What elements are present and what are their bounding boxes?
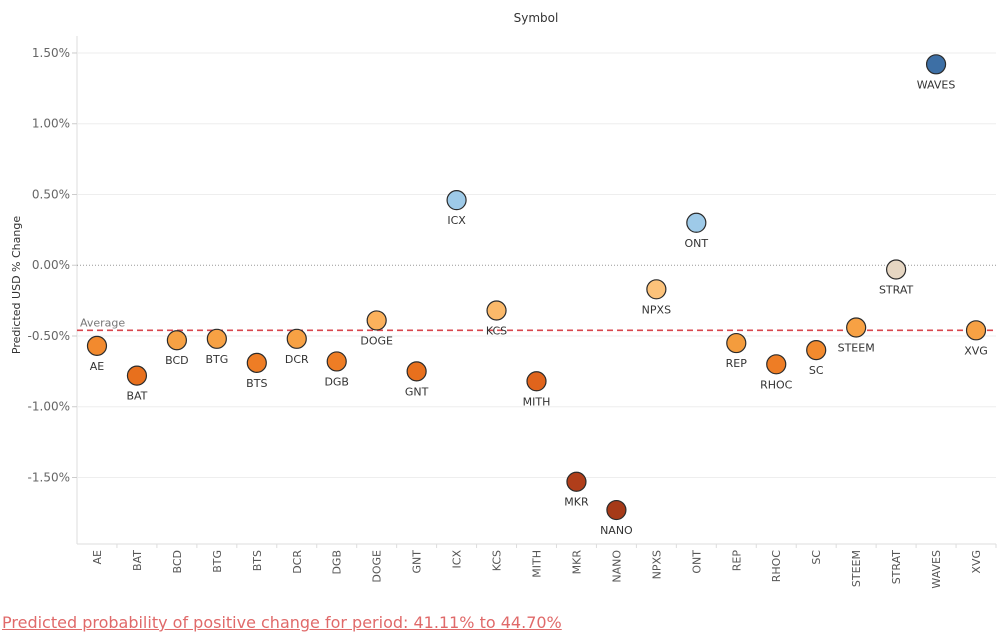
data-point[interactable] — [686, 212, 707, 233]
chart-title: Symbol — [514, 11, 559, 25]
x-tick-label: DGB — [331, 550, 344, 575]
data-point-label: NANO — [600, 524, 633, 537]
data-point-label: BCD — [165, 354, 189, 367]
data-point[interactable] — [526, 371, 547, 392]
data-point-label: BAT — [126, 390, 147, 403]
data-point-label: MITH — [523, 395, 551, 408]
data-point-label: NPXS — [642, 303, 671, 316]
data-point[interactable] — [646, 279, 667, 300]
x-tick-label: GNT — [411, 550, 424, 574]
data-point[interactable] — [766, 354, 787, 375]
x-tick-label: RHOC — [770, 550, 783, 583]
y-tick-label: -0.50% — [28, 329, 70, 343]
data-point-label: BTG — [205, 353, 228, 366]
data-point-label: KCS — [486, 325, 507, 338]
x-tick-label: BTG — [211, 550, 224, 573]
data-point[interactable] — [126, 365, 148, 386]
x-tick-label: REP — [730, 550, 743, 572]
x-tick-label: DOGE — [371, 550, 384, 583]
x-tick-label: BTS — [251, 550, 264, 571]
x-tick-label: STRAT — [890, 550, 903, 585]
data-point[interactable] — [166, 330, 187, 351]
data-point[interactable] — [965, 320, 987, 341]
x-tick-label: WAVES — [930, 550, 943, 589]
data-point[interactable] — [486, 300, 507, 321]
gridlines — [76, 36, 996, 545]
data-point[interactable] — [606, 499, 627, 521]
data-point[interactable] — [246, 352, 267, 373]
data-point-label: REP — [726, 357, 748, 370]
data-point-label: ICX — [447, 214, 466, 227]
x-tick-label: DCR — [291, 550, 304, 574]
data-point-label: STEEM — [838, 341, 875, 354]
x-tick-label: STEEM — [850, 550, 863, 587]
x-tick-label: BAT — [131, 550, 144, 571]
data-point-label: ONT — [685, 237, 709, 250]
data-point-label: SC — [809, 364, 824, 377]
x-tick-label: NPXS — [650, 550, 663, 579]
data-point[interactable] — [806, 340, 827, 361]
x-tick-label: NANO — [610, 550, 623, 583]
data-point[interactable] — [886, 259, 907, 280]
data-point-label: WAVES — [917, 78, 956, 91]
x-tick-label: MKR — [570, 550, 583, 575]
data-point-label: BTS — [246, 377, 267, 390]
data-point[interactable] — [406, 361, 427, 382]
data-point[interactable] — [86, 335, 108, 356]
x-tick-label: ONT — [690, 550, 703, 574]
data-point[interactable] — [286, 328, 307, 349]
data-point[interactable] — [726, 332, 747, 354]
x-axis-ticks: AE BAT BCD BTG BTS DCR DGB DOGE GNT ICX KCS MITH MKR… — [91, 544, 997, 589]
data-point-label: RHOC — [760, 378, 793, 391]
y-tick-label: -1.00% — [28, 400, 70, 414]
average-label: Average — [80, 316, 125, 329]
x-tick-label: MITH — [531, 550, 544, 578]
data-point[interactable] — [206, 328, 227, 349]
data-point-label: XVG — [964, 344, 988, 357]
y-tick-label: -1.50% — [28, 470, 70, 484]
data-point-labels: AE BAT BCD BTG BTS DCR DGB DOGE GNT ICX KCS MITH MKR… — [90, 78, 988, 537]
x-tick-label: SC — [810, 550, 823, 565]
data-point-label: DGB — [324, 375, 349, 388]
scatter-chart: Symbol Predicted USD % Change 1.50% 1.00%… — [10, 11, 997, 589]
y-tick-label: 1.50% — [32, 46, 70, 60]
y-tick-label: 0.00% — [32, 258, 70, 272]
y-tick-label: 1.00% — [32, 117, 70, 131]
x-tick-label: AE — [91, 550, 104, 565]
data-point[interactable] — [326, 351, 347, 372]
data-point[interactable] — [366, 310, 387, 331]
data-point-label: AE — [90, 360, 105, 373]
x-tick-label: ICX — [451, 550, 464, 569]
data-points — [86, 54, 987, 521]
probability-footer[interactable]: Predicted probability of positive change… — [2, 613, 562, 632]
x-tick-label: XVG — [970, 550, 983, 574]
data-point-label: DOGE — [360, 334, 393, 347]
data-point[interactable] — [925, 54, 947, 75]
y-axis-label: Predicted USD % Change — [10, 216, 23, 354]
data-point-label: MKR — [564, 496, 589, 509]
x-tick-label: BCD — [171, 550, 184, 574]
y-tick-label: 0.50% — [32, 187, 70, 201]
data-point-label: GNT — [405, 385, 429, 398]
data-point[interactable] — [566, 471, 587, 492]
data-point-label: STRAT — [879, 283, 914, 296]
x-tick-label: KCS — [491, 550, 504, 571]
y-axis-ticks: 1.50% 1.00% 0.50% 0.00% -0.50% -1.00% -1.50% — [28, 46, 77, 484]
data-point-label: DCR — [285, 353, 309, 366]
data-point[interactable] — [446, 190, 467, 211]
average-reference: Average — [77, 316, 996, 332]
data-point[interactable] — [846, 317, 867, 338]
